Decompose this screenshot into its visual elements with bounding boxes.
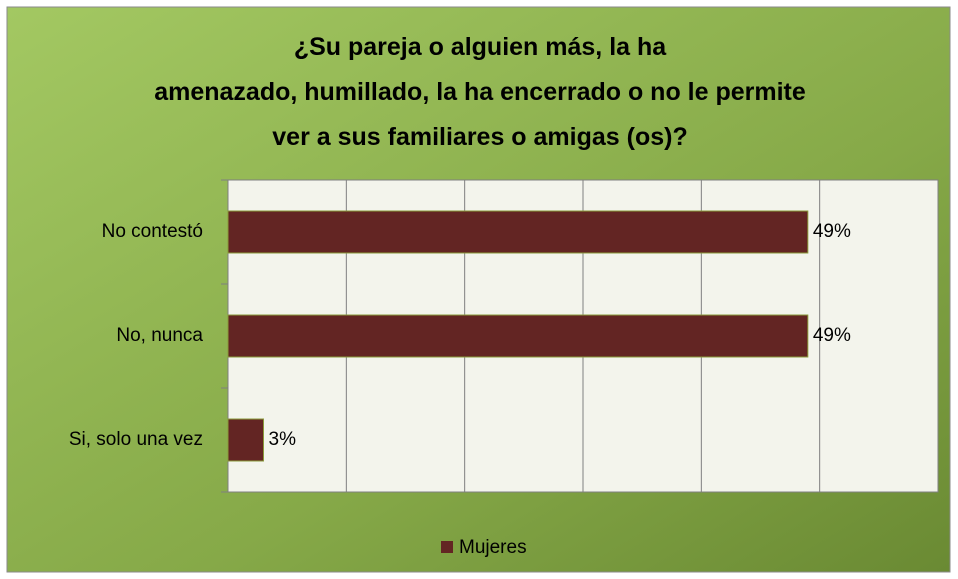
bar [227,314,809,358]
value-label: 49% [813,221,851,242]
chart-title: ¿Su pareja o alguien más, la ha amenazado… [154,33,806,151]
y-tick-label: No, nunca [116,325,203,346]
value-label: 49% [813,325,851,346]
legend-label: Mujeres [459,537,527,558]
value-label: 3% [269,429,297,450]
bar [227,418,264,462]
y-tick-label: No contestó [102,221,203,242]
y-tick-label: Si, solo una vez [69,429,203,450]
legend-swatch [441,541,453,553]
bar [227,210,809,254]
